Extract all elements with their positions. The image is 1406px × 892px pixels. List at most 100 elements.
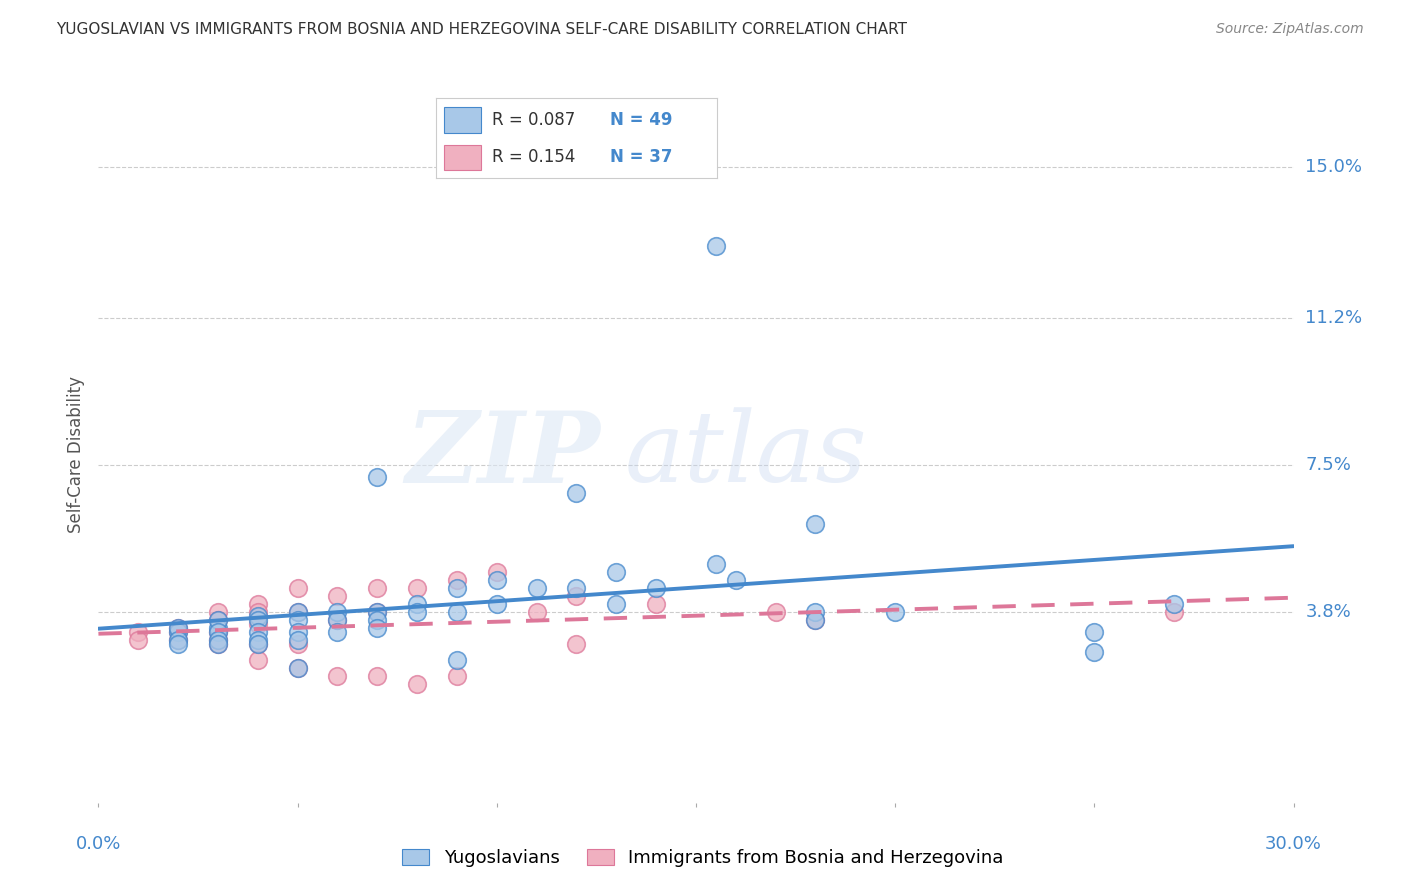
Point: [645, 597, 668, 611]
Point: [287, 660, 309, 674]
Point: [246, 653, 269, 667]
Point: [326, 668, 349, 682]
Point: [207, 624, 229, 639]
Point: [287, 624, 309, 639]
Point: [167, 624, 190, 639]
Point: [246, 637, 269, 651]
Point: [366, 605, 388, 619]
Point: [207, 621, 229, 635]
Point: [287, 605, 309, 619]
Point: [207, 632, 229, 647]
Point: [207, 613, 229, 627]
Point: [326, 605, 349, 619]
Point: [565, 485, 588, 500]
Point: [446, 581, 468, 595]
Text: N = 49: N = 49: [610, 111, 672, 128]
Legend: Yugoslavians, Immigrants from Bosnia and Herzegovina: Yugoslavians, Immigrants from Bosnia and…: [395, 841, 1011, 874]
Point: [526, 581, 548, 595]
Point: [287, 637, 309, 651]
Point: [167, 637, 190, 651]
Text: atlas: atlas: [624, 408, 868, 502]
Text: 15.0%: 15.0%: [1305, 158, 1362, 176]
Text: Source: ZipAtlas.com: Source: ZipAtlas.com: [1216, 22, 1364, 37]
Point: [446, 605, 468, 619]
Point: [704, 558, 727, 572]
Text: 0.0%: 0.0%: [76, 835, 121, 853]
Point: [446, 668, 468, 682]
Text: 3.8%: 3.8%: [1305, 603, 1351, 621]
Text: 30.0%: 30.0%: [1265, 835, 1322, 853]
Text: YUGOSLAVIAN VS IMMIGRANTS FROM BOSNIA AND HERZEGOVINA SELF-CARE DISABILITY CORRE: YUGOSLAVIAN VS IMMIGRANTS FROM BOSNIA AN…: [56, 22, 907, 37]
Point: [366, 581, 388, 595]
Point: [167, 621, 190, 635]
Point: [366, 605, 388, 619]
Point: [804, 517, 827, 532]
Point: [326, 624, 349, 639]
Point: [804, 613, 827, 627]
Text: 11.2%: 11.2%: [1305, 309, 1362, 326]
Point: [246, 609, 269, 624]
Point: [724, 573, 747, 587]
Point: [167, 624, 190, 639]
Point: [804, 605, 827, 619]
Point: [287, 581, 309, 595]
Point: [246, 613, 269, 627]
Point: [207, 605, 229, 619]
Point: [406, 605, 429, 619]
Point: [326, 589, 349, 603]
Point: [645, 581, 668, 595]
Point: [167, 632, 190, 647]
Point: [246, 637, 269, 651]
Point: [167, 621, 190, 635]
Point: [884, 605, 907, 619]
Point: [1083, 624, 1105, 639]
Bar: [444, 107, 481, 133]
Point: [1083, 645, 1105, 659]
Point: [207, 624, 229, 639]
Point: [167, 632, 190, 647]
Point: [485, 597, 508, 611]
Point: [246, 605, 269, 619]
Point: [526, 605, 548, 619]
Point: [207, 637, 229, 651]
Point: [1163, 597, 1185, 611]
Point: [287, 605, 309, 619]
Point: [704, 239, 727, 253]
Point: [565, 589, 588, 603]
Point: [366, 621, 388, 635]
Point: [565, 637, 588, 651]
Point: [287, 632, 309, 647]
Point: [605, 597, 627, 611]
Point: [287, 613, 309, 627]
Text: N = 37: N = 37: [610, 148, 672, 166]
Text: R = 0.087: R = 0.087: [492, 111, 575, 128]
Y-axis label: Self-Care Disability: Self-Care Disability: [67, 376, 86, 533]
Point: [326, 613, 349, 627]
Point: [366, 470, 388, 484]
Point: [246, 632, 269, 647]
Point: [485, 573, 508, 587]
Point: [127, 624, 149, 639]
Point: [366, 668, 388, 682]
Text: R = 0.154: R = 0.154: [492, 148, 575, 166]
Point: [246, 624, 269, 639]
Point: [246, 616, 269, 631]
Point: [287, 660, 309, 674]
Point: [485, 565, 508, 579]
Point: [246, 597, 269, 611]
Point: [446, 573, 468, 587]
Text: ZIP: ZIP: [405, 407, 600, 503]
Point: [804, 613, 827, 627]
Point: [565, 581, 588, 595]
Point: [207, 613, 229, 627]
Point: [406, 676, 429, 690]
Point: [366, 613, 388, 627]
Point: [1163, 605, 1185, 619]
Point: [406, 581, 429, 595]
Text: 7.5%: 7.5%: [1305, 456, 1351, 474]
Point: [207, 632, 229, 647]
Point: [446, 653, 468, 667]
Bar: [444, 145, 481, 170]
Point: [207, 637, 229, 651]
Point: [765, 605, 787, 619]
